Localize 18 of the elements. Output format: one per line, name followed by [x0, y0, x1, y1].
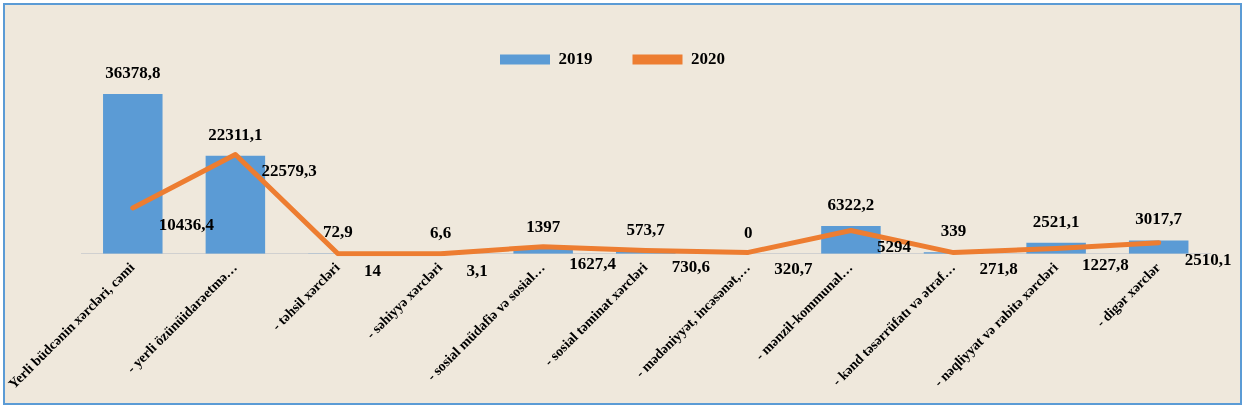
data-label: 6322,2: [827, 194, 875, 214]
data-label: 72,9: [323, 222, 353, 242]
data-label: 6,6: [429, 222, 452, 242]
data-label: 22311,1: [208, 124, 263, 144]
data-label: 14: [363, 260, 382, 280]
data-label: 2521,1: [1032, 211, 1080, 231]
data-label: 573,7: [626, 220, 666, 240]
data-label: 1397: [526, 216, 561, 236]
data-label: 1227,8: [1082, 255, 1129, 275]
data-label: 0: [744, 222, 753, 242]
data-label: 339: [940, 221, 967, 241]
data-label: 3,1: [466, 260, 488, 280]
legend-label: 2020: [691, 48, 725, 68]
data-label: 2510,1: [1184, 249, 1232, 269]
data-label: 3017,7: [1135, 209, 1183, 229]
data-label: 271,8: [979, 259, 1018, 279]
data-label: 36378,8: [105, 62, 161, 82]
legend-label: 2019: [558, 48, 593, 68]
